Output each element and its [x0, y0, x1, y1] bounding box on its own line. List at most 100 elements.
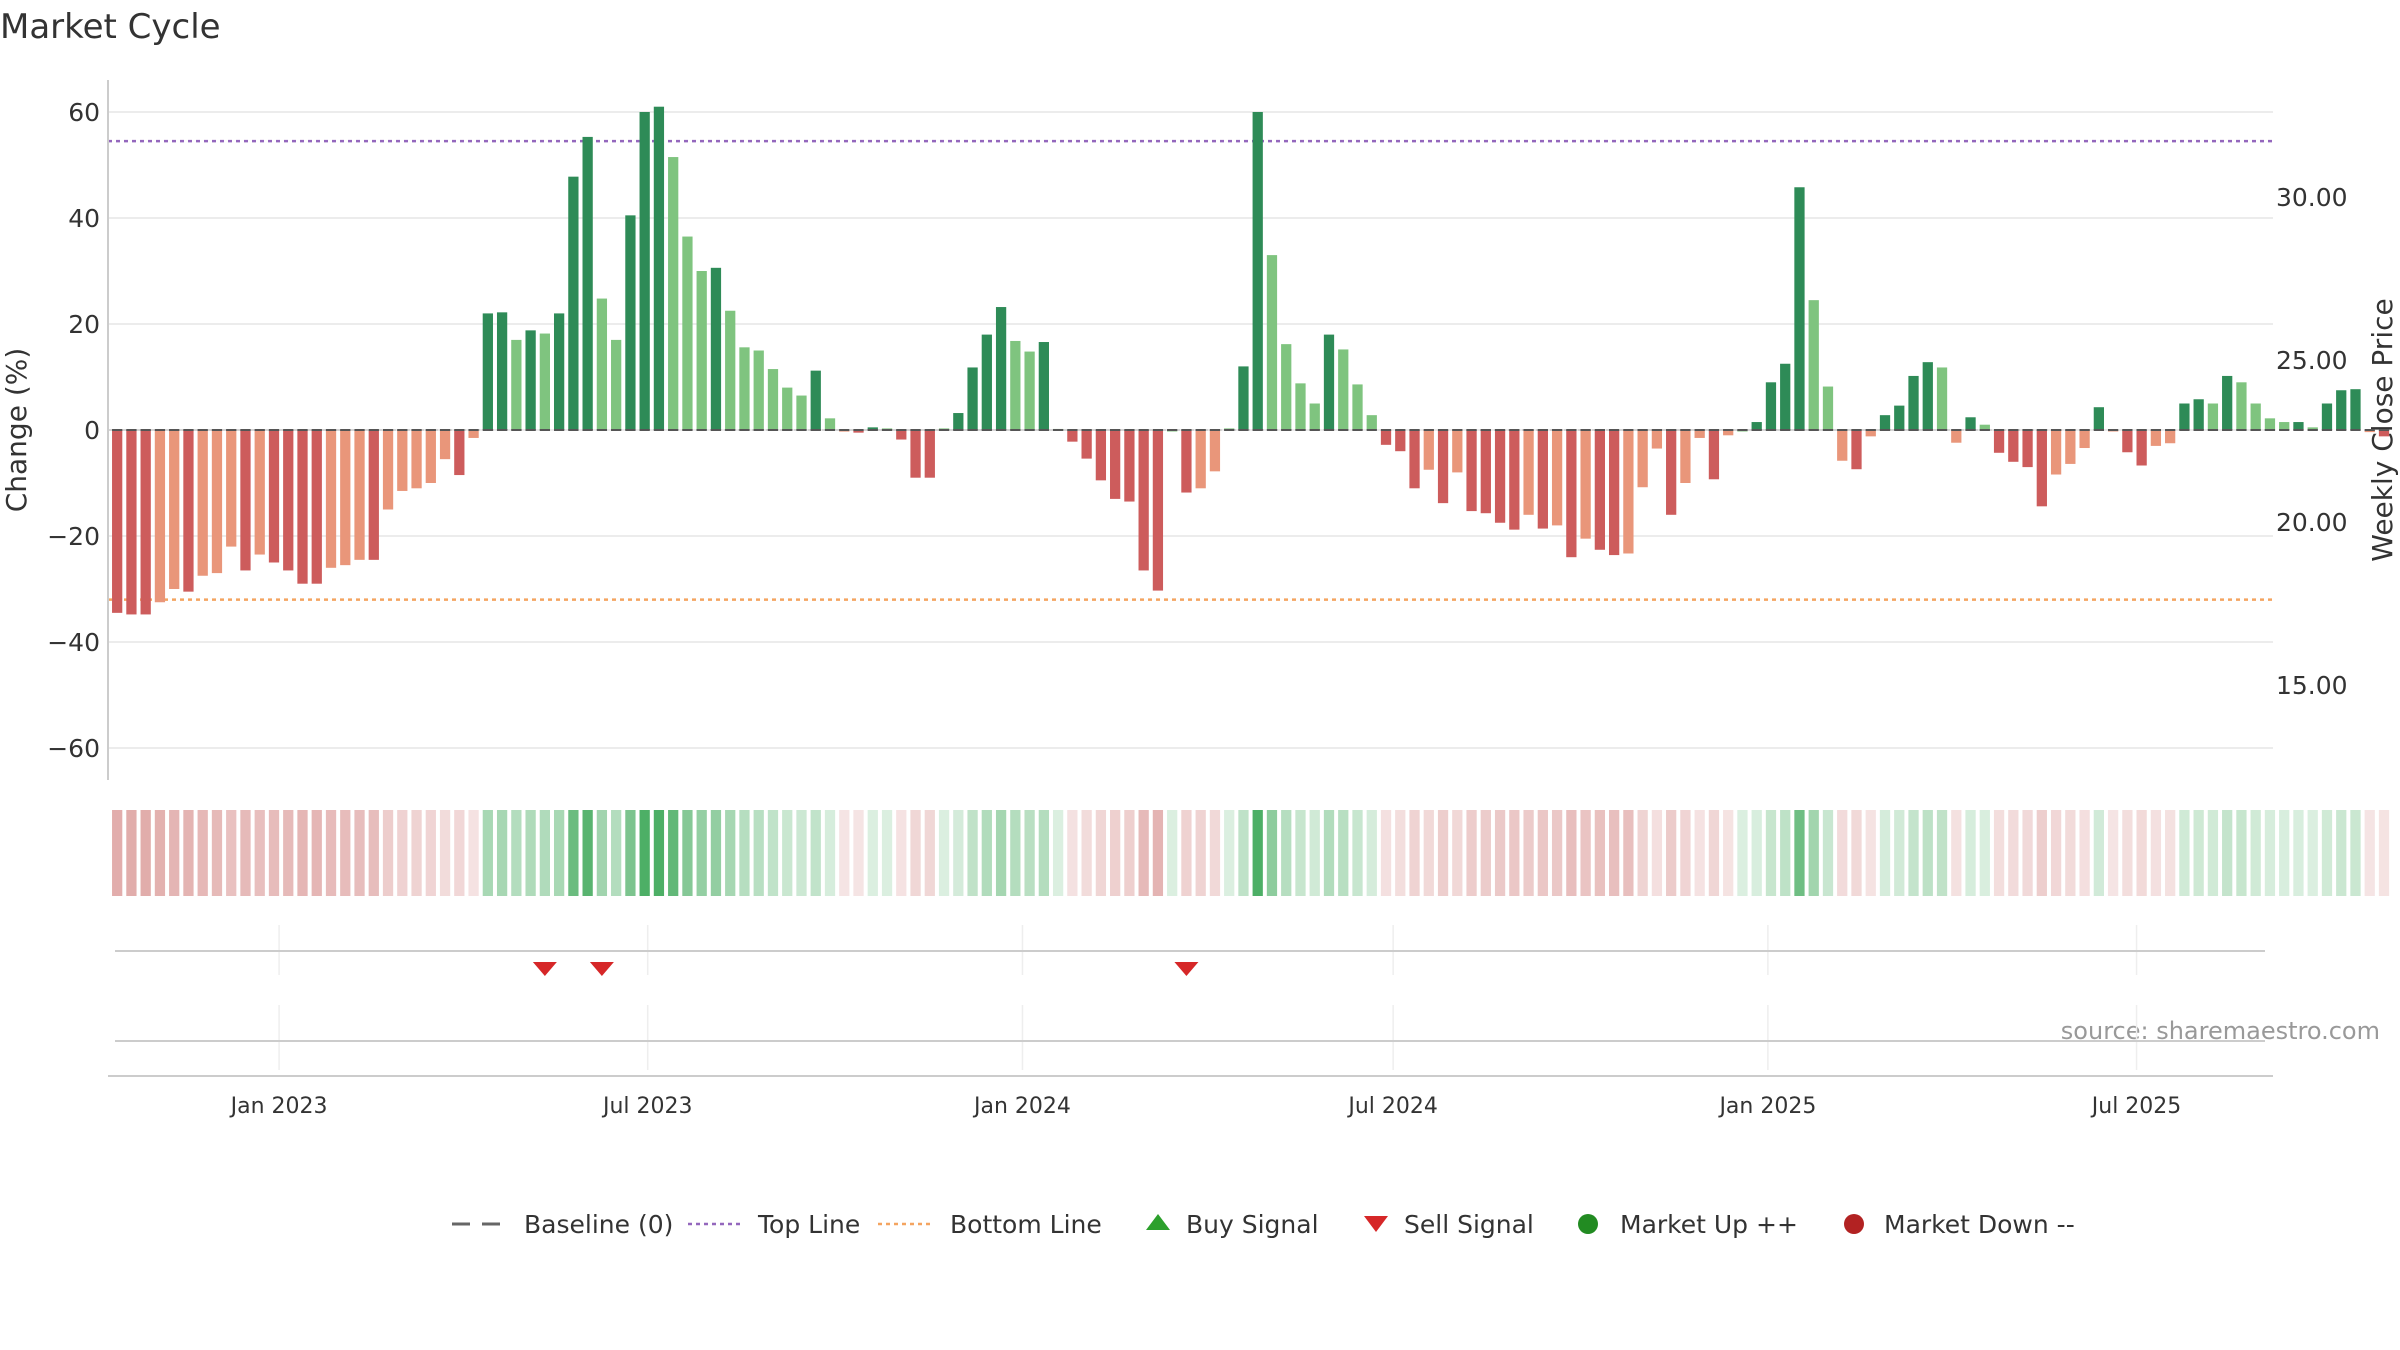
band-cell [140, 810, 151, 896]
band-cell [1794, 810, 1805, 896]
band-cell [995, 810, 1007, 896]
bar [1837, 430, 1848, 461]
market-down-legend-icon [1844, 1214, 1864, 1234]
band-cell [2222, 810, 2233, 896]
bar [2093, 407, 2104, 430]
band-cell [1680, 810, 1691, 896]
band-cell [468, 810, 479, 896]
band-cell [2165, 810, 2176, 896]
band-cell [924, 810, 935, 896]
bar [2136, 430, 2147, 466]
bar [1751, 422, 1762, 430]
band-cell [1038, 810, 1049, 896]
band-cell [1865, 810, 1876, 896]
bar [525, 330, 536, 430]
bar [1822, 386, 1834, 430]
bar [1252, 112, 1263, 430]
bar [2022, 430, 2033, 468]
bar [981, 334, 992, 430]
band-cell [2107, 810, 2119, 896]
band-cell [112, 810, 123, 896]
bar [1395, 430, 1406, 452]
band-cell [1423, 810, 1434, 896]
band-cell [839, 810, 850, 896]
bar [268, 430, 280, 563]
bar [283, 430, 294, 571]
band-cell [1951, 810, 1962, 896]
y-tick-label: −40 [47, 628, 100, 657]
band-cell [824, 810, 836, 896]
bar [1095, 430, 1107, 481]
bar [140, 430, 151, 615]
bar [796, 395, 807, 430]
bar [1694, 430, 1705, 438]
y2-tick-label: 30.00 [2276, 183, 2348, 212]
band-cell [2321, 810, 2333, 896]
bar [739, 347, 750, 430]
axes: −60 −40 −20 0 20 40 60 15.00 20.00 25.00 30.00 Jan … [47, 80, 2348, 1119]
bar [2364, 430, 2375, 433]
band-cell [169, 810, 180, 896]
bar [1195, 430, 1206, 489]
band-cell [710, 810, 722, 896]
bar [1437, 430, 1449, 504]
bar [126, 430, 137, 615]
band-cell [1651, 810, 1663, 896]
band-cell [2122, 810, 2133, 896]
band-cell [625, 810, 636, 896]
band-cell [311, 810, 322, 896]
band-cell [753, 810, 764, 896]
band-cell [1894, 810, 1905, 896]
band-cell [2079, 810, 2090, 896]
band-cell [511, 810, 522, 896]
band-cell [2136, 810, 2147, 896]
bar [1936, 367, 1948, 430]
bar [154, 430, 166, 603]
band-cell [211, 810, 223, 896]
bar [682, 236, 693, 430]
band-cell [1352, 810, 1363, 896]
bar [1309, 403, 1320, 430]
y2-tick-label: 20.00 [2276, 508, 2348, 537]
bar [2222, 375, 2233, 430]
band-cell [881, 810, 893, 896]
x-tick-label: Jan 2024 [972, 1094, 1071, 1119]
band-cell [1209, 810, 1221, 896]
bar [767, 369, 779, 430]
bar [1680, 430, 1691, 483]
bar [211, 430, 223, 574]
bar [568, 176, 579, 430]
bar-series [112, 106, 2390, 615]
band-cell [568, 810, 579, 896]
band-cell [126, 810, 137, 896]
band-cell [810, 810, 821, 896]
bar [1780, 363, 1791, 430]
band-cell [896, 810, 907, 896]
bar [340, 430, 351, 566]
bar [254, 430, 265, 555]
bar [1152, 430, 1164, 591]
bar [2321, 403, 2333, 430]
bar [582, 136, 593, 430]
band-cell [767, 810, 779, 896]
band-cell [1167, 810, 1178, 896]
band-cell [1608, 810, 1620, 896]
bar [368, 430, 379, 560]
band-cell [553, 810, 565, 896]
bar [1266, 255, 1278, 430]
bar [2279, 422, 2290, 430]
band-cell [1737, 810, 1748, 896]
bar [2050, 430, 2062, 475]
bar [639, 112, 650, 430]
reference-lines [108, 139, 2273, 601]
band-cell [1494, 810, 1506, 896]
band-cell [611, 810, 622, 896]
band-cell [739, 810, 750, 896]
band-cell [2293, 810, 2304, 896]
band-cell [354, 810, 365, 896]
bar [482, 313, 493, 430]
band-cell [2150, 810, 2162, 896]
band-cell [525, 810, 536, 896]
band-cell [2336, 810, 2347, 896]
band-cell [496, 810, 508, 896]
